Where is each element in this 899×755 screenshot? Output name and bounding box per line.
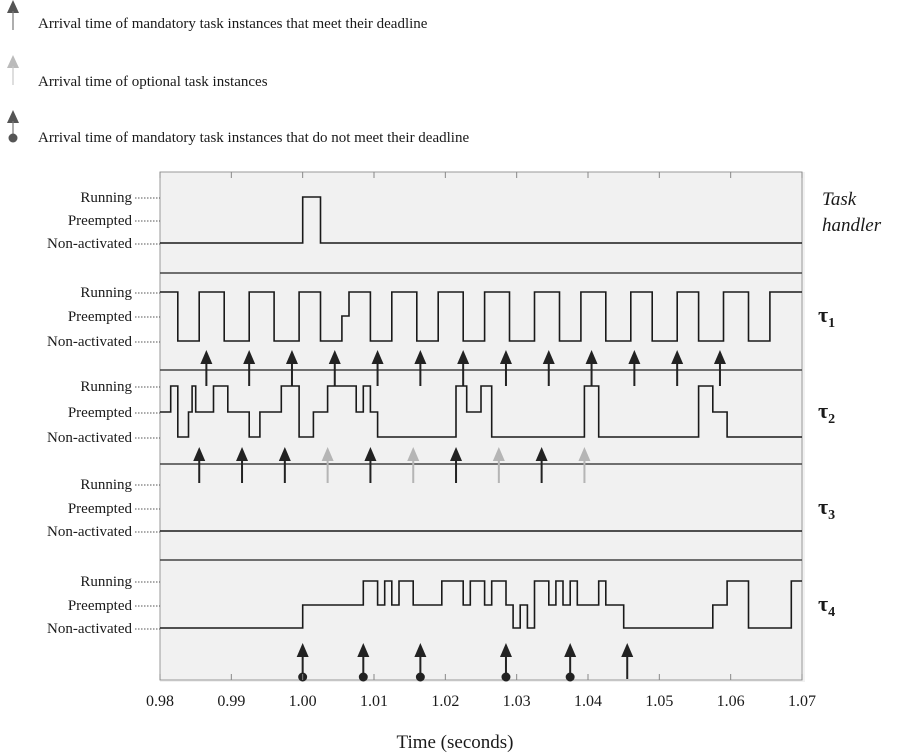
mandatory-met-arrow-icon <box>457 350 470 386</box>
mandatory-met-arrow-icon <box>371 350 384 386</box>
state-series-line <box>160 291 802 342</box>
mandatory-missed-arrow-icon <box>564 643 577 682</box>
x-tick-label: 1.07 <box>788 693 816 710</box>
state-label-running: Running <box>80 190 132 206</box>
mandatory-missed-arrow-icon <box>414 643 427 682</box>
legend-mandatory-missed-label: Arrival time of mandatory task instances… <box>38 130 470 146</box>
task-name-label: τ4 <box>818 591 835 620</box>
state-label-preempted: Preempted <box>68 309 133 325</box>
x-tick-label: 1.06 <box>717 693 745 710</box>
state-label-non-activated: Non-activated <box>47 236 132 252</box>
legend-optional-arrow-icon <box>7 55 19 85</box>
panel-5: Running Preempted Non-activated τ4 <box>47 574 835 682</box>
mandatory-met-arrow-icon <box>200 350 213 386</box>
state-label-running: Running <box>80 477 132 493</box>
mandatory-missed-arrow-icon <box>357 643 370 682</box>
task-handler-label: Task <box>822 189 857 210</box>
state-label-preempted: Preempted <box>68 405 133 421</box>
optional-arrow-icon <box>407 447 420 483</box>
mandatory-met-arrow-icon <box>236 447 249 483</box>
mandatory-met-arrow-icon <box>414 350 427 386</box>
panel-4: Running Preempted Non-activated τ3 <box>47 477 835 561</box>
state-series-line <box>160 580 802 629</box>
optional-arrow-icon <box>578 447 591 483</box>
state-label-running: Running <box>80 379 132 395</box>
state-label-preempted: Preempted <box>68 598 133 614</box>
mandatory-met-arrow-icon <box>671 350 684 386</box>
mandatory-met-arrow-icon <box>535 447 548 483</box>
x-axis-label: Time (seconds) <box>397 732 514 753</box>
task-name-label: τ2 <box>818 398 835 427</box>
mandatory-met-arrow-icon <box>628 350 641 386</box>
mandatory-met-arrow-icon <box>542 350 555 386</box>
state-label-running: Running <box>80 285 132 301</box>
x-tick-label: 1.05 <box>645 693 673 710</box>
mandatory-met-arrow-icon <box>328 350 341 386</box>
x-tick-label: 1.02 <box>431 693 459 710</box>
task-name-label: τ3 <box>818 494 835 523</box>
state-series-line <box>160 196 802 244</box>
legend-mandatory-missed-arrow-icon <box>7 110 19 143</box>
state-label-running: Running <box>80 574 132 590</box>
panel-1: Running Preempted Non-activated Task handler <box>47 172 882 274</box>
x-tick-label: 0.99 <box>217 693 245 710</box>
task-name-label: τ1 <box>818 302 835 331</box>
legend-mandatory-met-label: Arrival time of mandatory task instances… <box>38 16 428 32</box>
mandatory-missed-arrow-icon <box>499 643 512 682</box>
mandatory-met-arrow-icon <box>585 350 598 386</box>
mandatory-met-arrow-icon <box>243 350 256 386</box>
state-series-line <box>160 385 802 438</box>
optional-arrow-icon <box>492 447 505 483</box>
state-label-non-activated: Non-activated <box>47 621 132 637</box>
legend-mandatory-met-arrow-icon <box>7 0 19 30</box>
x-tick-label: 1.01 <box>360 693 388 710</box>
x-tick-label: 1.04 <box>574 693 602 710</box>
mandatory-met-arrow-icon <box>450 447 463 483</box>
x-tick-label: 1.00 <box>289 693 317 710</box>
mandatory-met-arrow-icon <box>713 350 726 386</box>
optional-arrow-icon <box>321 447 334 483</box>
state-label-preempted: Preempted <box>68 213 133 229</box>
task-handler-label: handler <box>822 215 882 236</box>
x-tick-label: 1.03 <box>503 693 531 710</box>
panel-3: Running Preempted Non-activated τ2 <box>47 379 835 483</box>
mandatory-met-arrow-icon <box>285 350 298 386</box>
state-label-non-activated: Non-activated <box>47 524 132 540</box>
state-label-preempted: Preempted <box>68 501 133 517</box>
x-tick-label: 0.98 <box>146 693 174 710</box>
panel-2: Running Preempted Non-activated τ1 <box>47 285 835 386</box>
mandatory-met-arrow-icon <box>364 447 377 483</box>
state-label-non-activated: Non-activated <box>47 430 132 446</box>
state-label-non-activated: Non-activated <box>47 334 132 350</box>
mandatory-met-arrow-icon <box>499 350 512 386</box>
legend-optional-label: Arrival time of optional task instances <box>38 74 268 90</box>
mandatory-met-arrow-icon <box>193 447 206 483</box>
mandatory-met-arrow-icon <box>278 447 291 483</box>
mandatory-met-arrow-icon <box>621 643 634 679</box>
